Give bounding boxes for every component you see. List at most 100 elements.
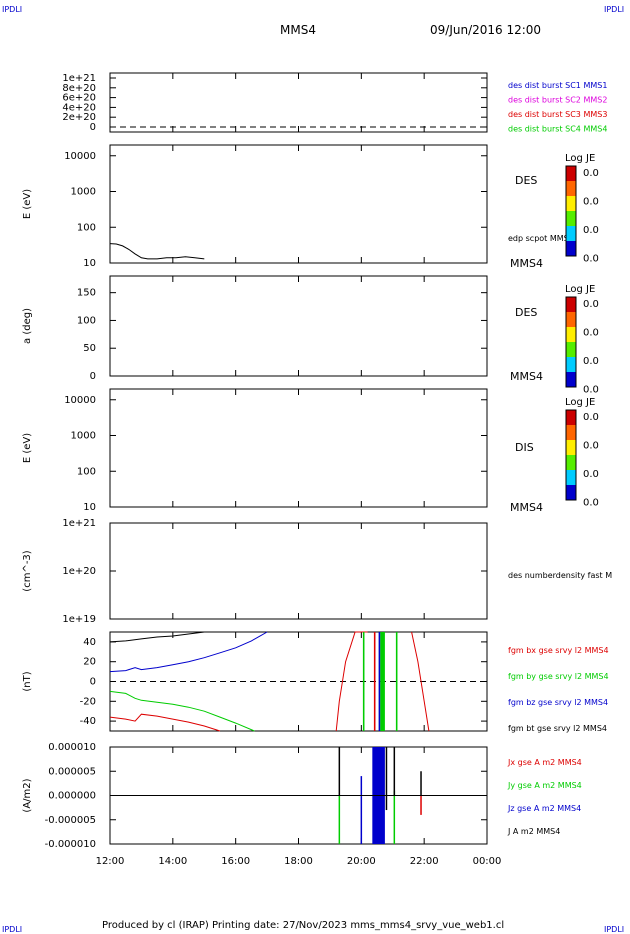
x-tick-label: 12:00 bbox=[96, 856, 125, 867]
spacecraft-title: MMS4 bbox=[280, 23, 316, 37]
colorbar-tick-label: 0.0 bbox=[583, 197, 599, 208]
y-tick-label: 1e+21 bbox=[62, 518, 96, 529]
data-band bbox=[378, 632, 381, 731]
y-axis-label: E (eV) bbox=[22, 433, 33, 463]
y-tick-label: 150 bbox=[77, 288, 96, 299]
panel-frame-3 bbox=[109, 275, 488, 377]
y-axis-label: a (deg) bbox=[22, 308, 33, 344]
colorbar-segment bbox=[566, 410, 576, 426]
colorbar-tick-label: 0.0 bbox=[583, 254, 599, 265]
colorbar-segment bbox=[566, 485, 576, 501]
footer-label-left: IPDLI bbox=[2, 925, 22, 934]
y-tick-label: 0 bbox=[90, 122, 96, 133]
y-tick-label: -0.000010 bbox=[45, 839, 96, 850]
y-tick-label: -40 bbox=[80, 716, 96, 727]
colorbar-segment bbox=[566, 241, 576, 257]
series-label: des numberdensity fast M bbox=[508, 571, 612, 580]
corner-label-right: IPDLI bbox=[604, 5, 624, 14]
data-band bbox=[373, 632, 376, 731]
colorbar-title: Log JE bbox=[565, 153, 595, 164]
colorbar-frame bbox=[565, 165, 577, 257]
y-tick-label: 1e+19 bbox=[62, 614, 96, 625]
y-tick-label: -0.000005 bbox=[45, 815, 96, 826]
colorbar-tick-label: 0.0 bbox=[583, 356, 599, 367]
legend-entry: fgm bz gse srvy l2 MMS4 bbox=[508, 698, 608, 707]
y-tick-label: 40 bbox=[83, 637, 96, 648]
y-tick-label: 20 bbox=[83, 657, 96, 668]
data-band bbox=[362, 632, 365, 731]
colorbar-tick-label: 0.0 bbox=[583, 469, 599, 480]
colorbar-segment bbox=[566, 357, 576, 373]
legend-entry: des dist burst SC2 MMS2 bbox=[508, 96, 607, 105]
y-tick-label: 0.000010 bbox=[48, 742, 96, 753]
legend-entry: Jz gse A m2 MMS4 bbox=[507, 804, 581, 813]
colorbar-segment bbox=[566, 342, 576, 358]
colorbar-tick-label: 0.0 bbox=[583, 225, 599, 236]
legend-entry: des dist burst SC3 MMS3 bbox=[508, 110, 607, 119]
y-tick-label: 100 bbox=[77, 466, 96, 477]
footer-label-right: IPDLI bbox=[604, 925, 624, 934]
y-tick-label: 0.000000 bbox=[48, 791, 96, 802]
colorbar-tick-label: 0.0 bbox=[583, 328, 599, 339]
y-tick-label: 10000 bbox=[64, 395, 96, 406]
colorbar-tick-label: 0.0 bbox=[583, 441, 599, 452]
x-tick-label: 16:00 bbox=[221, 856, 250, 867]
y-tick-label: 0 bbox=[90, 371, 96, 382]
legend-entry: Jy gse A m2 MMS4 bbox=[507, 781, 582, 790]
y-tick-label: 10 bbox=[83, 502, 96, 513]
legend-entry: J A m2 MMS4 bbox=[507, 827, 560, 836]
y-tick-label: 1e+21 bbox=[62, 73, 96, 84]
y-tick-label: 100 bbox=[77, 222, 96, 233]
x-tick-label: 20:00 bbox=[347, 856, 376, 867]
colorbar-segment bbox=[566, 297, 576, 313]
y-tick-label: 1000 bbox=[71, 431, 96, 442]
legend-entry: fgm bx gse srvy l2 MMS4 bbox=[508, 646, 609, 655]
series-line bbox=[109, 690, 255, 732]
legend-entry: des dist burst SC4 MMS4 bbox=[508, 125, 607, 134]
colorbar-segment bbox=[566, 196, 576, 212]
panel-side-label: DIS bbox=[515, 441, 534, 454]
colorbar-segment bbox=[566, 470, 576, 486]
series-line bbox=[109, 713, 221, 732]
y-tick-label: 6e+20 bbox=[62, 93, 96, 104]
colorbar-frame bbox=[565, 409, 577, 501]
y-tick-label: 10 bbox=[83, 258, 96, 269]
legend-entry: fgm bt gse srvy l2 MMS4 bbox=[508, 724, 607, 733]
panel-corner-label: MMS4 bbox=[510, 501, 543, 514]
colorbar-segment bbox=[566, 327, 576, 343]
colorbar-title: Log JE bbox=[565, 397, 595, 408]
y-tick-label: 50 bbox=[83, 343, 96, 354]
panel-frame-5 bbox=[109, 522, 488, 620]
y-tick-label: 10000 bbox=[64, 151, 96, 162]
x-tick-label: 22:00 bbox=[410, 856, 439, 867]
legend-entry: des dist burst SC1 MMS1 bbox=[508, 81, 607, 90]
series-label: edp scpot MMS4 bbox=[508, 234, 574, 243]
data-band bbox=[380, 632, 385, 731]
colorbar-segment bbox=[566, 455, 576, 471]
panel-corner-label: MMS4 bbox=[510, 257, 543, 270]
colorbar-segment bbox=[566, 440, 576, 456]
y-axis-label: (A/m2) bbox=[22, 778, 33, 812]
panel-corner-label: MMS4 bbox=[510, 370, 543, 383]
panel-frame-2 bbox=[109, 144, 488, 264]
colorbar-tick-label: 0.0 bbox=[583, 385, 599, 396]
colorbar-tick-label: 0.0 bbox=[583, 412, 599, 423]
y-tick-label: 0.000005 bbox=[48, 766, 96, 777]
colorbar-segment bbox=[566, 166, 576, 182]
y-axis-label: (cm^-3) bbox=[22, 550, 33, 591]
panel-side-label: DES bbox=[515, 306, 537, 319]
colorbar-segment bbox=[566, 425, 576, 441]
y-tick-label: 8e+20 bbox=[62, 83, 96, 94]
series-line bbox=[411, 631, 430, 732]
panel-frame-4 bbox=[109, 388, 488, 508]
colorbar-segment bbox=[566, 226, 576, 242]
colorbar-frame bbox=[565, 296, 577, 388]
data-band bbox=[395, 632, 398, 731]
series-line bbox=[109, 243, 205, 260]
footer-text: Produced by cl (IRAP) Printing date: 27/… bbox=[102, 920, 504, 931]
colorbar-segment bbox=[566, 181, 576, 197]
y-tick-label: 4e+20 bbox=[62, 102, 96, 113]
panel-frame-1 bbox=[109, 72, 488, 133]
series-line bbox=[335, 631, 368, 732]
